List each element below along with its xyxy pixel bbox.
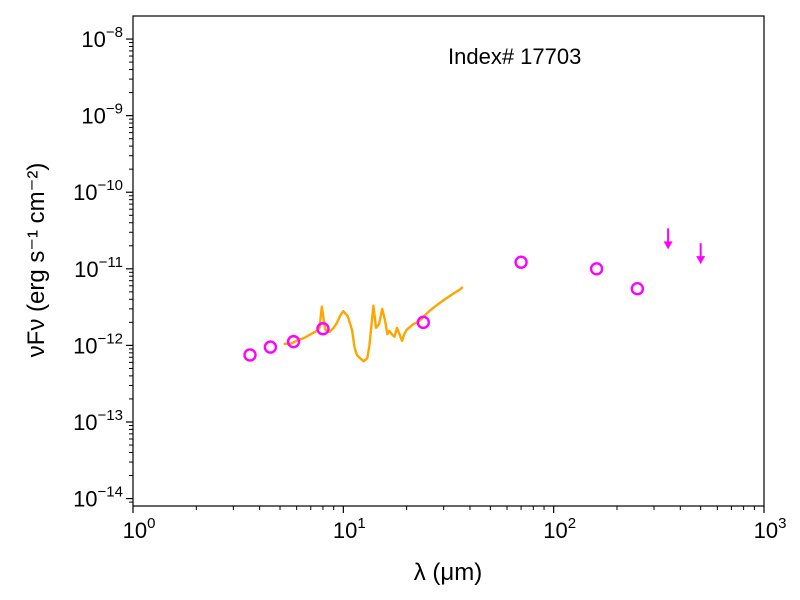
index-annotation: Index# 17703 xyxy=(448,44,581,69)
photometry-point xyxy=(263,340,278,354)
y-tick-label: 10−11 xyxy=(74,254,123,282)
y-axis-title: νFν (erg s⁻¹ cm⁻²) xyxy=(23,163,50,358)
photometry-point xyxy=(630,282,645,296)
y-tick-label: 10−8 xyxy=(81,24,123,52)
x-axis-title: λ (μm) xyxy=(414,559,482,586)
upper-limit-arrow xyxy=(696,243,706,265)
y-tick-label: 10−10 xyxy=(73,177,123,205)
y-tick-label: 10−13 xyxy=(73,407,123,435)
x-tick-label: 103 xyxy=(754,515,787,543)
axis-ticks: 100 101 102 103 10−14 10−13 10−12 10−11 10−10 10−… xyxy=(73,24,786,543)
upper-limit-head xyxy=(663,241,673,250)
y-tick-label: 10−9 xyxy=(81,101,123,129)
plot-frame xyxy=(132,15,765,507)
photometry-point xyxy=(514,255,528,269)
spectrum-line xyxy=(283,286,464,363)
y-tick-label: 10−12 xyxy=(73,330,123,358)
svg-text:λ (μm): λ (μm) xyxy=(414,559,482,586)
svg-text:νFν (erg s⁻¹ cm⁻²): νFν (erg s⁻¹ cm⁻²) xyxy=(23,163,50,358)
photometry-point xyxy=(286,334,301,349)
photometry-point xyxy=(316,322,330,336)
plot-area xyxy=(132,15,765,507)
photometry-point xyxy=(589,262,604,276)
y-tick-label: 10−14 xyxy=(73,484,123,512)
x-tick-label: 101 xyxy=(333,515,366,543)
x-tick-label: 100 xyxy=(123,515,156,543)
upper-limit-head xyxy=(696,256,706,265)
photometry-point xyxy=(416,315,431,330)
x-tick-label: 102 xyxy=(543,515,576,543)
photometry-point xyxy=(243,348,257,362)
upper-limit-arrow xyxy=(663,228,673,250)
